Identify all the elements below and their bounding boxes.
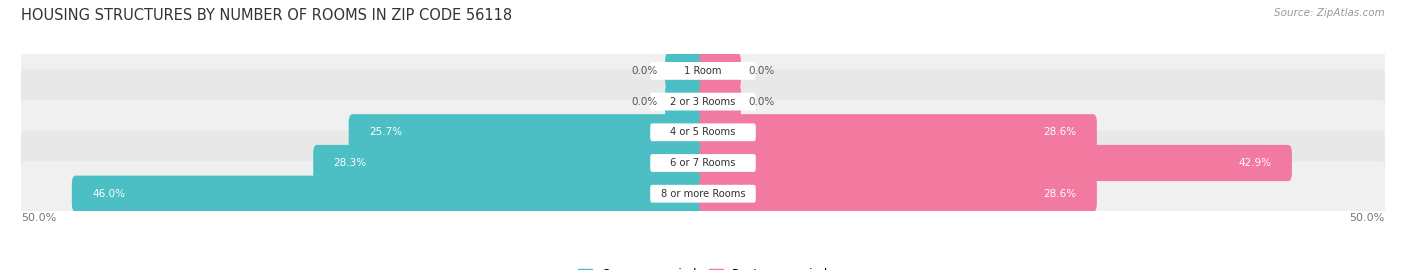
FancyBboxPatch shape	[650, 185, 756, 202]
FancyBboxPatch shape	[314, 145, 707, 181]
Text: 50.0%: 50.0%	[1350, 213, 1385, 223]
FancyBboxPatch shape	[699, 145, 1292, 181]
FancyBboxPatch shape	[699, 53, 741, 89]
Text: 46.0%: 46.0%	[91, 189, 125, 199]
Text: 25.7%: 25.7%	[368, 127, 402, 137]
Text: 8 or more Rooms: 8 or more Rooms	[661, 189, 745, 199]
Text: 50.0%: 50.0%	[21, 213, 56, 223]
FancyBboxPatch shape	[72, 176, 707, 212]
FancyBboxPatch shape	[20, 39, 1386, 103]
FancyBboxPatch shape	[349, 114, 707, 150]
FancyBboxPatch shape	[650, 62, 756, 80]
FancyBboxPatch shape	[20, 69, 1386, 134]
Text: 0.0%: 0.0%	[631, 97, 658, 107]
FancyBboxPatch shape	[665, 53, 707, 89]
Text: 28.6%: 28.6%	[1043, 189, 1077, 199]
Text: 2 or 3 Rooms: 2 or 3 Rooms	[671, 97, 735, 107]
Text: 42.9%: 42.9%	[1239, 158, 1271, 168]
Text: 0.0%: 0.0%	[631, 66, 658, 76]
Text: 0.0%: 0.0%	[748, 66, 775, 76]
Text: HOUSING STRUCTURES BY NUMBER OF ROOMS IN ZIP CODE 56118: HOUSING STRUCTURES BY NUMBER OF ROOMS IN…	[21, 8, 512, 23]
FancyBboxPatch shape	[20, 100, 1386, 165]
Legend: Owner-occupied, Renter-occupied: Owner-occupied, Renter-occupied	[572, 264, 834, 270]
FancyBboxPatch shape	[699, 176, 1097, 212]
Text: 6 or 7 Rooms: 6 or 7 Rooms	[671, 158, 735, 168]
Text: 4 or 5 Rooms: 4 or 5 Rooms	[671, 127, 735, 137]
FancyBboxPatch shape	[650, 123, 756, 141]
Text: 0.0%: 0.0%	[748, 97, 775, 107]
FancyBboxPatch shape	[699, 114, 1097, 150]
FancyBboxPatch shape	[20, 161, 1386, 226]
FancyBboxPatch shape	[699, 83, 741, 120]
FancyBboxPatch shape	[650, 93, 756, 110]
FancyBboxPatch shape	[665, 83, 707, 120]
FancyBboxPatch shape	[650, 154, 756, 172]
FancyBboxPatch shape	[20, 131, 1386, 195]
Text: 28.6%: 28.6%	[1043, 127, 1077, 137]
Text: 1 Room: 1 Room	[685, 66, 721, 76]
Text: 28.3%: 28.3%	[333, 158, 367, 168]
Text: Source: ZipAtlas.com: Source: ZipAtlas.com	[1274, 8, 1385, 18]
